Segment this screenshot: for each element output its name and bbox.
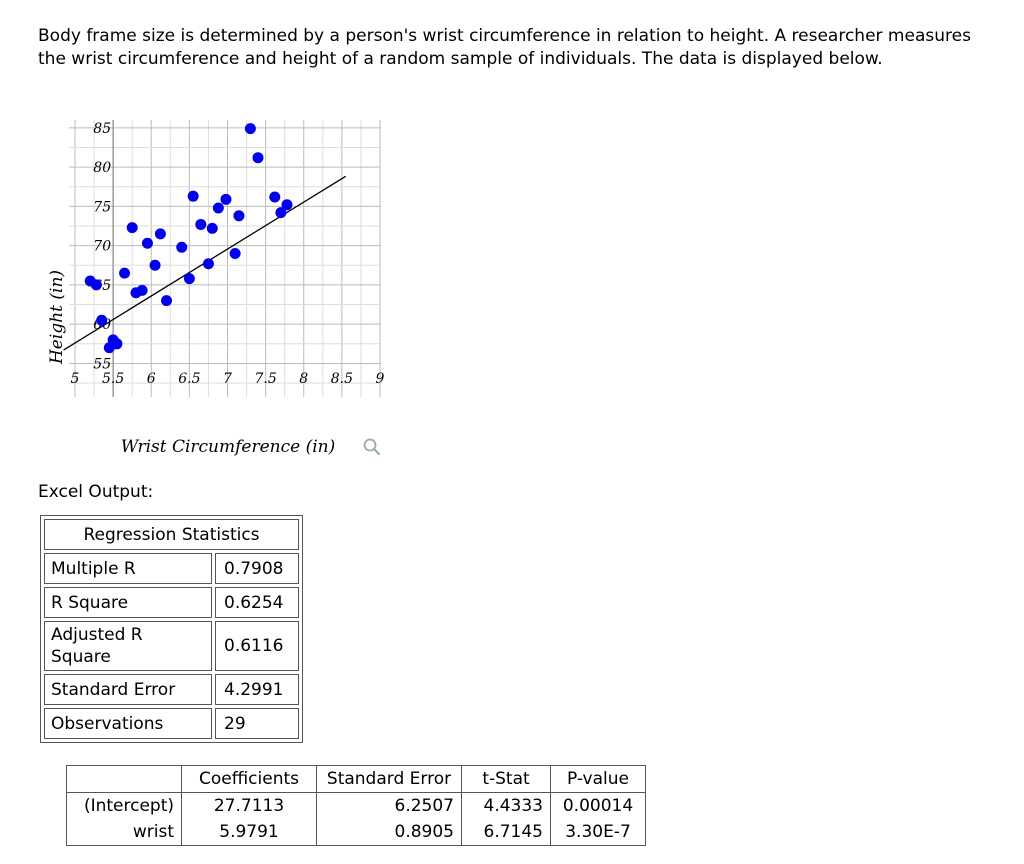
regression-statistics-table: Regression Statistics Multiple R 0.7908 …	[40, 515, 303, 743]
data-point	[111, 338, 123, 350]
data-point	[244, 123, 256, 135]
stat-label: Observations	[44, 708, 212, 739]
data-point	[96, 314, 108, 326]
data-point	[275, 207, 287, 219]
data-point	[136, 284, 148, 296]
stat-label: Adjusted R Square	[44, 621, 212, 671]
y-tick-label: 70	[93, 239, 111, 255]
x-tick-label: 8	[299, 371, 308, 387]
x-tick-label: 5	[71, 371, 80, 387]
stat-value: 0.6254	[215, 587, 299, 618]
row-label: (Intercept)	[66, 792, 182, 819]
data-point	[252, 152, 264, 164]
y-tick-label: 85	[93, 121, 111, 137]
scatter-chart: 55.566.577.588.5955606570758085 Height (…	[40, 112, 400, 472]
stat-value: 0.6116	[215, 621, 299, 671]
header-cell: P-value	[550, 765, 646, 793]
row-label: wrist	[66, 819, 182, 846]
y-tick-label: 80	[93, 160, 111, 176]
data-point	[119, 267, 131, 279]
table-row: wrist 5.9791 0.8905 6.7145 3.30E-7	[66, 819, 646, 846]
chart-grid	[69, 120, 381, 397]
data-point	[281, 199, 293, 211]
data-point	[183, 273, 195, 285]
data-point	[220, 193, 232, 205]
y-tick-label: 55	[93, 356, 111, 372]
regression-statistics-header: Regression Statistics	[44, 519, 299, 550]
stat-value: 0.7908	[215, 553, 299, 584]
data-point	[161, 295, 172, 307]
data-point	[269, 191, 281, 203]
x-tick-label: 5.5	[102, 371, 124, 387]
problem-intro: Body frame size is determined by a perso…	[38, 26, 971, 69]
data-point	[176, 241, 188, 253]
excel-output-label: Excel Output:	[38, 482, 154, 502]
x-tick-label: 7	[223, 371, 232, 387]
coefficients-header-row: Coefficients Standard Error t-Stat P-val…	[66, 765, 646, 793]
stat-label: Standard Error	[44, 674, 212, 705]
x-tick-label: 8.5	[331, 371, 353, 387]
y-axis-title: Height (in)	[47, 270, 67, 365]
cell: 6.7145	[461, 819, 551, 846]
header-cell	[66, 765, 182, 793]
header-cell: t-Stat	[461, 765, 551, 793]
y-tick-label: 75	[93, 199, 111, 215]
data-point	[90, 279, 102, 291]
stat-value: 4.2991	[215, 674, 299, 705]
chart-points	[84, 123, 293, 354]
cell: 5.9791	[181, 819, 317, 846]
stat-label: R Square	[44, 587, 212, 618]
x-axis-title: Wrist Circumference (in)	[121, 437, 336, 457]
header-cell: Standard Error	[316, 765, 462, 793]
cell: 4.4333	[461, 792, 551, 819]
data-point	[141, 237, 153, 249]
stat-value: 29	[215, 708, 299, 739]
cell: 6.2507	[316, 792, 462, 819]
data-point	[187, 190, 199, 202]
scatter-plot-svg: 55.566.577.588.5955606570758085 Height (…	[47, 120, 385, 457]
coefficients-table: Coefficients Standard Error t-Stat P-val…	[66, 765, 646, 846]
x-tick-label: 6	[147, 371, 156, 387]
x-tick-label: 6.5	[178, 371, 200, 387]
data-point	[229, 248, 241, 259]
data-point	[149, 259, 161, 271]
data-point	[233, 210, 245, 222]
data-point	[126, 222, 138, 234]
data-point	[206, 222, 218, 234]
magnifier-icon[interactable]	[363, 438, 381, 456]
header-cell: Coefficients	[181, 765, 317, 793]
x-tick-label: 9	[376, 371, 385, 387]
cell: 3.30E-7	[550, 819, 646, 846]
cell: 27.7113	[181, 792, 317, 819]
table-row: (Intercept) 27.7113 6.2507 4.4333 0.0001…	[66, 792, 646, 819]
stat-label: Multiple R	[44, 553, 212, 584]
data-point	[212, 202, 224, 214]
data-point	[202, 258, 214, 270]
data-point	[154, 228, 166, 240]
x-tick-label: 7.5	[254, 371, 276, 387]
data-point	[195, 218, 207, 230]
cell: 0.00014	[550, 792, 646, 819]
cell: 0.8905	[316, 819, 462, 846]
